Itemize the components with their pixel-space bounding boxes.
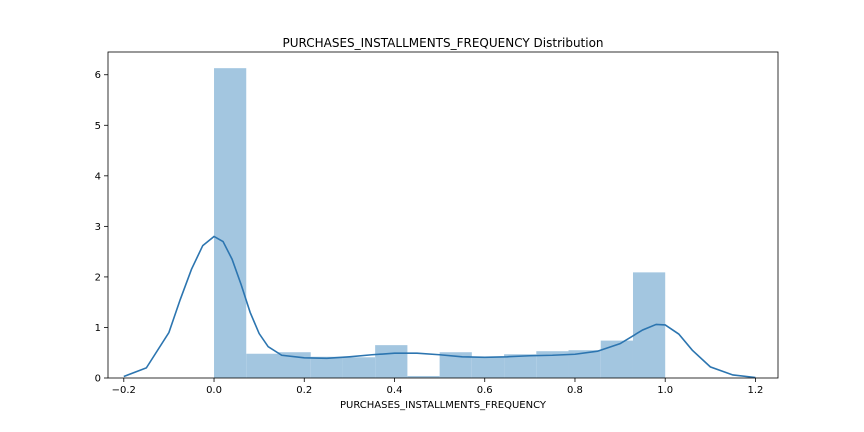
- x-tick-label: 1.0: [657, 385, 673, 396]
- histogram-bars: [214, 68, 666, 378]
- histogram-bar: [504, 354, 537, 378]
- chart-title: PURCHASES_INSTALLMENTS_FREQUENCY Distrib…: [282, 36, 603, 50]
- plot-frame: [107, 51, 779, 379]
- y-tick-label: 6: [95, 70, 101, 81]
- x-tick-label: 0.4: [387, 385, 403, 396]
- y-tick-label: 2: [95, 272, 101, 283]
- kde-line: [123, 235, 756, 379]
- histogram-bar: [310, 356, 343, 378]
- histogram-bar: [471, 356, 505, 378]
- x-tick-label: −0.2: [112, 385, 136, 396]
- x-tick-label: 1.2: [747, 385, 763, 396]
- histogram-bar: [375, 345, 408, 378]
- y-tick-label: 4: [95, 171, 101, 182]
- y-tick-label: 1: [95, 323, 101, 334]
- histogram-bar: [407, 375, 440, 378]
- histogram-bar: [246, 353, 279, 378]
- y-tick-label: 0: [95, 374, 101, 385]
- y-axis-ticks: 0 1 2 3 4 5 6: [95, 70, 108, 385]
- histogram-bar: [214, 68, 247, 378]
- y-tick-label: 5: [95, 121, 101, 132]
- histogram-bar: [600, 340, 633, 378]
- x-axis-label: PURCHASES_INSTALLMENTS_FREQUENCY: [340, 400, 547, 411]
- x-tick-label: 0.6: [477, 385, 493, 396]
- x-axis-ticks: −0.2 0.0 0.2 0.4 0.6 0.8 1.0 1.2: [112, 378, 763, 396]
- histogram-bar: [342, 357, 376, 378]
- x-tick-label: 0.2: [296, 385, 312, 396]
- x-tick-label: 0.0: [206, 385, 222, 396]
- y-tick-label: 3: [95, 222, 101, 233]
- x-tick-label: 0.8: [567, 385, 583, 396]
